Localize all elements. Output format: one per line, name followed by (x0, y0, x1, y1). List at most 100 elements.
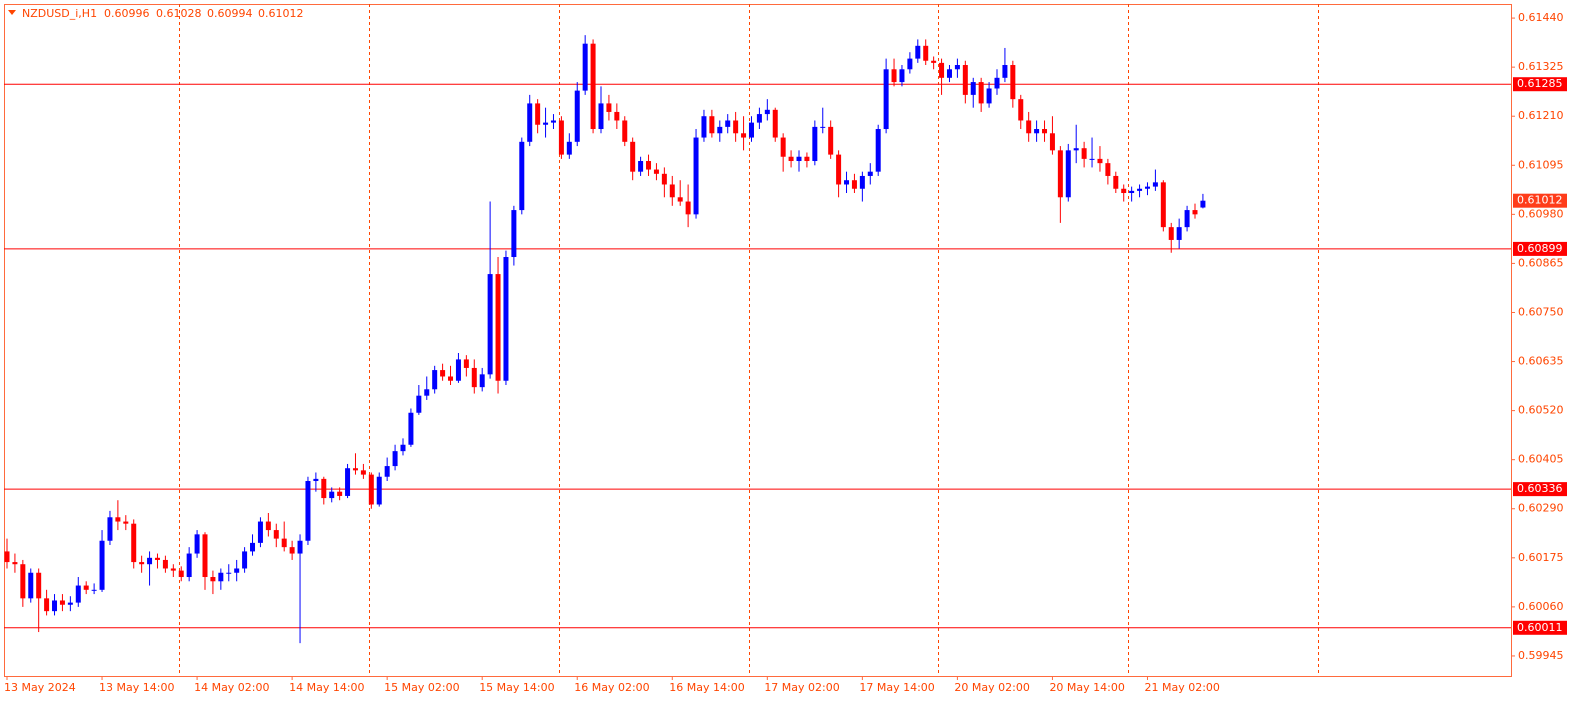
candle-body (796, 156, 802, 162)
candle-body (170, 568, 176, 571)
candle-body (123, 521, 129, 524)
candle-body (939, 62, 945, 78)
header-toggle[interactable] (8, 10, 16, 15)
candle-body (717, 126, 723, 134)
candle-body (1049, 133, 1055, 151)
candle-body (1152, 182, 1158, 187)
candle-body (479, 374, 485, 388)
candle-body (1097, 158, 1103, 164)
candle-body (91, 589, 97, 591)
candle-body (448, 376, 454, 381)
candle-body (376, 476, 382, 505)
candle-body (764, 109, 770, 115)
candle-body (923, 45, 929, 61)
candle-body (242, 551, 248, 569)
candle-body (400, 444, 406, 452)
candle-body (313, 478, 319, 482)
candle-body (962, 65, 968, 95)
candle-body (273, 530, 279, 539)
candle-body (257, 521, 263, 543)
candle-body (669, 184, 675, 198)
y-tick-label: 0.61210 (1518, 109, 1564, 122)
level-label-box (1513, 482, 1567, 497)
level-label-box (1513, 620, 1567, 635)
candle-body (899, 69, 905, 83)
x-tick-label: 17 May 14:00 (859, 681, 934, 694)
candle-body (590, 43, 596, 130)
candle-body (875, 129, 881, 172)
y-tick-label: 0.61440 (1518, 11, 1564, 24)
candle-body (946, 69, 952, 78)
y-tick-label: 0.59945 (1518, 649, 1564, 662)
candle-body (36, 572, 42, 599)
candle-body (543, 122, 549, 125)
candle-body (384, 466, 390, 477)
candle-body (186, 553, 192, 578)
candle-body (1137, 188, 1143, 191)
candle-body (883, 69, 889, 130)
candle-body (154, 557, 160, 560)
candle-body (234, 568, 240, 573)
candle-body (574, 90, 580, 142)
plot-frame (4, 4, 1512, 677)
candle-body (115, 517, 121, 522)
x-tick-label: 13 May 2024 (4, 681, 76, 694)
x-tick-label: 17 May 02:00 (764, 681, 839, 694)
candle-body (1057, 150, 1063, 198)
x-tick-label: 13 May 14:00 (99, 681, 174, 694)
candle-body (558, 120, 564, 155)
candle-body (67, 602, 73, 605)
y-tick-label: 0.60750 (1518, 305, 1564, 318)
y-tick-label: 0.60980 (1518, 207, 1564, 220)
candle-body (20, 564, 26, 599)
y-tick-label: 0.60290 (1518, 502, 1564, 515)
candle-body (12, 562, 18, 565)
candle-body (733, 120, 739, 134)
y-tick-label: 0.61325 (1518, 60, 1564, 73)
candle-body (52, 600, 58, 612)
candle-body (836, 154, 842, 185)
x-tick-label: 20 May 14:00 (1049, 681, 1124, 694)
candle-body (59, 600, 65, 605)
candle-body (1192, 210, 1198, 215)
candle-body (1105, 163, 1111, 176)
candle-body (859, 175, 865, 189)
level-label: 0.60011 (1517, 621, 1563, 634)
candle-body (1168, 227, 1174, 240)
candle-body (511, 210, 517, 258)
candle-body (550, 120, 556, 123)
candle-body (994, 77, 1000, 89)
candle-body (432, 370, 438, 390)
level-label-box (1513, 241, 1567, 256)
candle-body (1002, 65, 1008, 78)
candle-body (566, 141, 572, 155)
candle-body (424, 389, 430, 396)
candle-body (345, 468, 351, 496)
candle-body (1010, 65, 1016, 100)
candle-body (1065, 150, 1071, 198)
candle-body (368, 474, 374, 505)
x-tick-label: 15 May 02:00 (384, 681, 459, 694)
candle-body (693, 137, 699, 215)
candle-body (741, 133, 747, 138)
candle-body (535, 103, 541, 125)
candle-body (1073, 148, 1079, 151)
candle-body (1081, 148, 1087, 159)
candle-body (646, 161, 652, 170)
candle-body (519, 141, 525, 211)
candle-body (851, 180, 857, 189)
x-tick-label: 21 May 02:00 (1144, 681, 1219, 694)
candle-body (210, 577, 216, 582)
y-tick-label: 0.61095 (1518, 158, 1564, 171)
candle-body (4, 551, 10, 563)
candle-body (915, 45, 921, 59)
candle-body (907, 58, 913, 70)
candle-body (147, 557, 153, 565)
candle-body (622, 120, 628, 142)
candle-body (440, 370, 446, 377)
candle-body (178, 570, 184, 578)
current-price-box (1513, 193, 1567, 208)
candle-body (788, 156, 794, 162)
candle-body (527, 103, 533, 142)
